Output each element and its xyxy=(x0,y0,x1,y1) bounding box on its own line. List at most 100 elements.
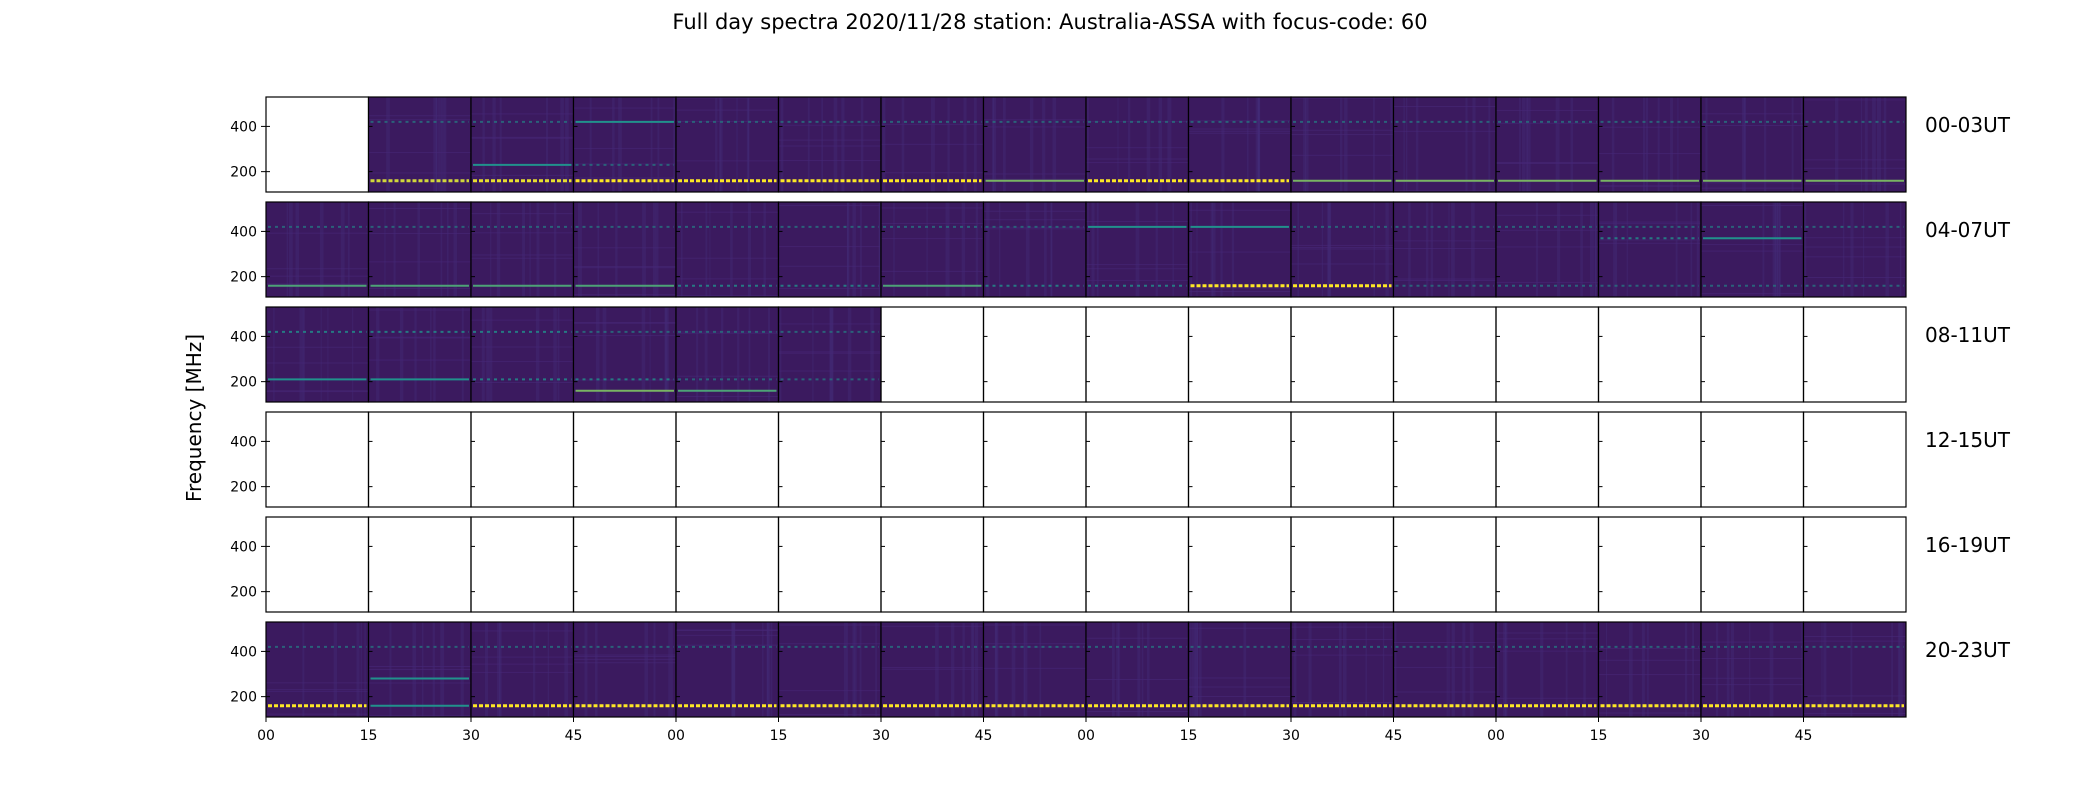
subplot-frame xyxy=(572,411,677,508)
spectrum-texture xyxy=(1024,622,1028,717)
spectrum-texture xyxy=(319,202,324,297)
spectrum-texture xyxy=(1726,622,1730,717)
spectrum-texture xyxy=(669,622,673,717)
spectrum-texture xyxy=(368,207,471,209)
spectrum-texture xyxy=(573,147,676,149)
spectrum-texture xyxy=(1158,97,1163,192)
spectrum-texture xyxy=(573,294,676,296)
spectrum-texture xyxy=(746,97,750,192)
spectrum-texture xyxy=(875,622,877,717)
spectrum-texture xyxy=(471,137,574,139)
spectrum-texture xyxy=(983,210,1086,212)
spectrum-texture xyxy=(545,97,549,192)
spectrum-texture xyxy=(1540,622,1544,717)
spectrum-texture xyxy=(847,202,849,297)
spectrum-panel xyxy=(1496,622,1599,717)
spectrum-texture xyxy=(553,202,557,297)
spectrum-texture xyxy=(1769,622,1774,717)
spectrum-texture xyxy=(778,160,881,162)
spectrum-texture xyxy=(778,351,881,353)
subplot-frame xyxy=(1392,516,1497,613)
spectrum-texture xyxy=(573,335,676,337)
spectrum-texture xyxy=(302,622,305,717)
spectrum-texture xyxy=(778,370,881,372)
spectrum-panel xyxy=(1598,202,1701,297)
spectrum-texture xyxy=(721,307,724,402)
spectrum-texture xyxy=(553,307,557,402)
spectrum-texture xyxy=(780,97,784,192)
x-tick-label: 00 xyxy=(1487,728,1505,744)
spectrum-texture xyxy=(812,307,814,402)
spectrum-texture xyxy=(1565,622,1568,717)
spectrum-texture xyxy=(1471,202,1475,297)
spectrum-texture xyxy=(1863,202,1865,297)
spectrum-texture xyxy=(730,202,733,297)
spectrum-texture xyxy=(597,202,600,297)
spectrum-panel xyxy=(676,97,779,192)
spectrum-texture xyxy=(1804,202,1807,297)
spectrum-texture xyxy=(653,622,656,717)
spectrum-texture xyxy=(644,622,649,717)
spectrum-texture xyxy=(453,202,458,297)
spectrum-texture xyxy=(484,622,488,717)
spectrum-texture xyxy=(1626,202,1628,297)
spectrum-texture xyxy=(696,307,699,402)
spectrum-texture xyxy=(1598,659,1701,661)
spectrum-texture xyxy=(1598,185,1701,187)
spectrum-texture xyxy=(471,361,574,363)
spectrum-texture xyxy=(673,97,676,192)
spectrum-panel xyxy=(778,307,881,402)
spectrum-texture xyxy=(1190,202,1193,297)
spectrum-texture xyxy=(1086,158,1189,160)
spectrum-texture xyxy=(433,307,436,402)
spectrum-panel xyxy=(1291,202,1394,297)
spectrum-texture xyxy=(368,665,471,667)
spectrum-texture xyxy=(983,173,1086,175)
y-tick-label: 400 xyxy=(230,224,257,240)
spectrum-texture xyxy=(430,307,432,402)
spectrum-panel xyxy=(368,307,471,402)
subplot-frame xyxy=(1700,516,1805,613)
spectrum-panel xyxy=(1598,622,1701,717)
spectrum-texture xyxy=(779,307,782,402)
spectrum-texture xyxy=(1373,202,1376,297)
spectrum-texture xyxy=(676,332,779,334)
x-tick-label: 15 xyxy=(1590,728,1608,744)
spectrum-texture xyxy=(399,307,404,402)
spectrum-texture xyxy=(1086,279,1189,281)
spectrum-texture xyxy=(1192,622,1196,717)
spectrum-texture xyxy=(1116,622,1120,717)
subplot-frame xyxy=(1187,516,1292,613)
spectrum-texture xyxy=(368,232,471,234)
spectrum-texture xyxy=(778,352,881,354)
spectrum-texture xyxy=(573,247,676,249)
spectrum-texture xyxy=(709,202,711,297)
spectrum-texture xyxy=(602,307,607,402)
spectrum-texture xyxy=(731,622,736,717)
spectrum-texture xyxy=(573,654,676,656)
spectrum-texture xyxy=(471,656,574,658)
spectrum-texture xyxy=(1291,263,1394,265)
spectrum-texture xyxy=(289,202,293,297)
spectrum-texture xyxy=(386,97,390,192)
spectrum-texture xyxy=(1258,97,1260,192)
spectrum-texture xyxy=(492,97,496,192)
spectrum-texture xyxy=(1605,622,1608,717)
row-time-label: 16-19UT xyxy=(1925,533,2011,557)
spectrum-panel xyxy=(1086,622,1189,717)
spectrum-texture xyxy=(1677,97,1679,192)
spectrum-texture xyxy=(1231,202,1235,297)
spectrum-texture xyxy=(573,177,676,179)
spectrum-panel xyxy=(266,622,369,717)
spectrum-texture xyxy=(778,288,881,290)
spectrum-texture xyxy=(945,202,950,297)
spectrum-texture xyxy=(1641,622,1645,717)
spectrum-panel xyxy=(778,202,881,297)
spectrum-texture xyxy=(360,622,362,717)
spectrum-texture xyxy=(368,288,471,290)
spectrum-texture xyxy=(471,113,574,115)
spectrum-texture xyxy=(859,202,862,297)
spectrum-texture xyxy=(731,622,736,717)
spectrum-texture xyxy=(664,307,669,402)
spectrum-texture xyxy=(705,202,708,297)
